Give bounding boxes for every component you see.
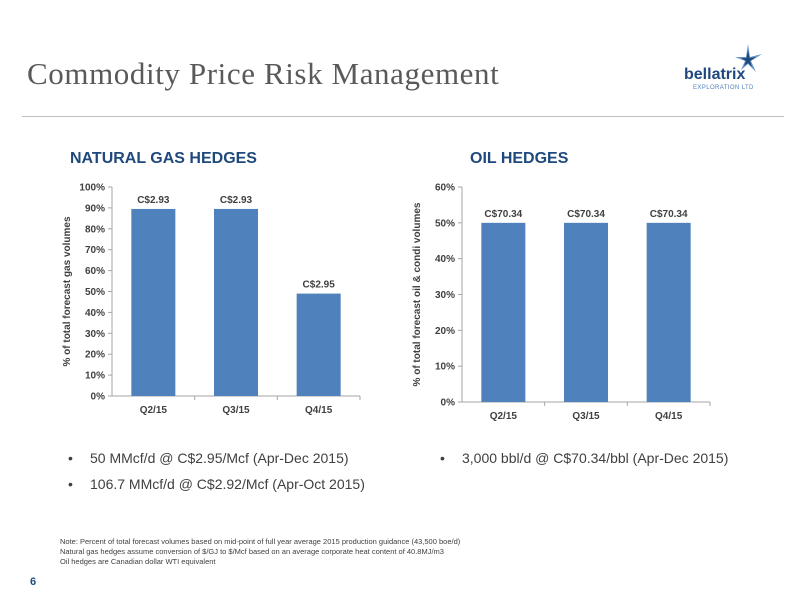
y-tick-label: 50% [85, 287, 105, 298]
x-tick-label: Q3/15 [572, 411, 600, 422]
x-tick-label: Q2/15 [140, 405, 168, 416]
slide-title: Commodity Price Risk Management [27, 56, 500, 91]
y-tick-label: 80% [85, 224, 105, 235]
bar [646, 222, 691, 402]
y-tick-label: 30% [435, 290, 455, 301]
x-tick-label: Q4/15 [655, 411, 683, 422]
bar-data-label: C$70.34 [484, 209, 522, 220]
bar [131, 208, 176, 396]
y-tick-label: 100% [79, 183, 105, 194]
y-tick-label: 40% [85, 308, 105, 319]
y-tick-label: 10% [435, 362, 455, 373]
bar-data-label: C$2.95 [303, 280, 336, 291]
footnote-line: Note: Percent of total forecast volumes … [60, 537, 461, 546]
bar-data-label: C$2.93 [137, 195, 170, 206]
y-tick-label: 70% [85, 245, 105, 256]
oil-bullet-item: 3,000 bbl/d @ C$70.34/bbl (Apr-Dec 2015) [440, 450, 728, 466]
y-tick-label: 0% [91, 392, 106, 403]
y-axis-label: % of total forecast gas volumes [62, 216, 73, 366]
title-divider [22, 116, 784, 117]
x-tick-label: Q3/15 [222, 405, 250, 416]
footnotes: Note: Percent of total forecast volumes … [60, 537, 460, 567]
y-tick-label: 40% [435, 254, 455, 265]
logo-wordmark: bellatrix [684, 66, 746, 83]
bar [564, 222, 608, 402]
star-burst-icon [735, 44, 762, 72]
y-tick-label: 30% [85, 329, 105, 340]
x-tick-label: Q4/15 [305, 405, 333, 416]
gas-bullet-item: 106.7 MMcf/d @ C$2.92/Mcf (Apr-Oct 2015) [68, 476, 365, 492]
x-tick-label: Q2/15 [490, 411, 518, 422]
y-tick-label: 90% [85, 203, 105, 214]
y-tick-label: 10% [85, 371, 105, 382]
y-tick-label: 60% [85, 266, 105, 277]
bar [481, 222, 526, 402]
bar-data-label: C$70.34 [650, 209, 688, 220]
y-tick-label: 50% [435, 218, 455, 229]
gas-hedges-chart: 0% 10% 20% 30% 40% 50% 60% 70% 80% 90% 100% C$2.93 Q… [62, 183, 361, 416]
oil-hedge-bullets: 3,000 bbl/d @ C$70.34/bbl (Apr-Dec 2015) [440, 450, 728, 476]
y-tick-label: 20% [435, 326, 455, 337]
company-logo: bellatrix EXPLORATION LTD [676, 40, 780, 100]
gas-chart-title: NATURAL GAS HEDGES [70, 150, 257, 167]
page-number: 6 [30, 576, 37, 588]
footnote-line: Natural gas hedges assume conversion of … [60, 547, 444, 556]
bar [296, 293, 341, 396]
bar [214, 208, 258, 396]
bar-data-label: C$2.93 [220, 195, 253, 206]
oil-hedges-chart: 0% 10% 20% 30% 40% 50% 60% C$70.34 Q2/15 C$70.34 Q… [412, 183, 711, 422]
y-axis-label: % of total forecast oil & condi volumes [412, 202, 423, 386]
gas-bullet-item: 50 MMcf/d @ C$2.95/Mcf (Apr-Dec 2015) [68, 450, 365, 466]
y-tick-label: 60% [435, 183, 455, 194]
bar-data-label: C$70.34 [567, 209, 605, 220]
footnote-line: Oil hedges are Canadian dollar WTI equiv… [60, 557, 216, 566]
logo-subtitle: EXPLORATION LTD [693, 85, 754, 91]
gas-hedge-bullets: 50 MMcf/d @ C$2.95/Mcf (Apr-Dec 2015) 10… [68, 450, 365, 502]
oil-chart-title: OIL HEDGES [470, 150, 569, 167]
y-tick-label: 0% [441, 398, 456, 409]
y-tick-label: 20% [85, 350, 105, 361]
